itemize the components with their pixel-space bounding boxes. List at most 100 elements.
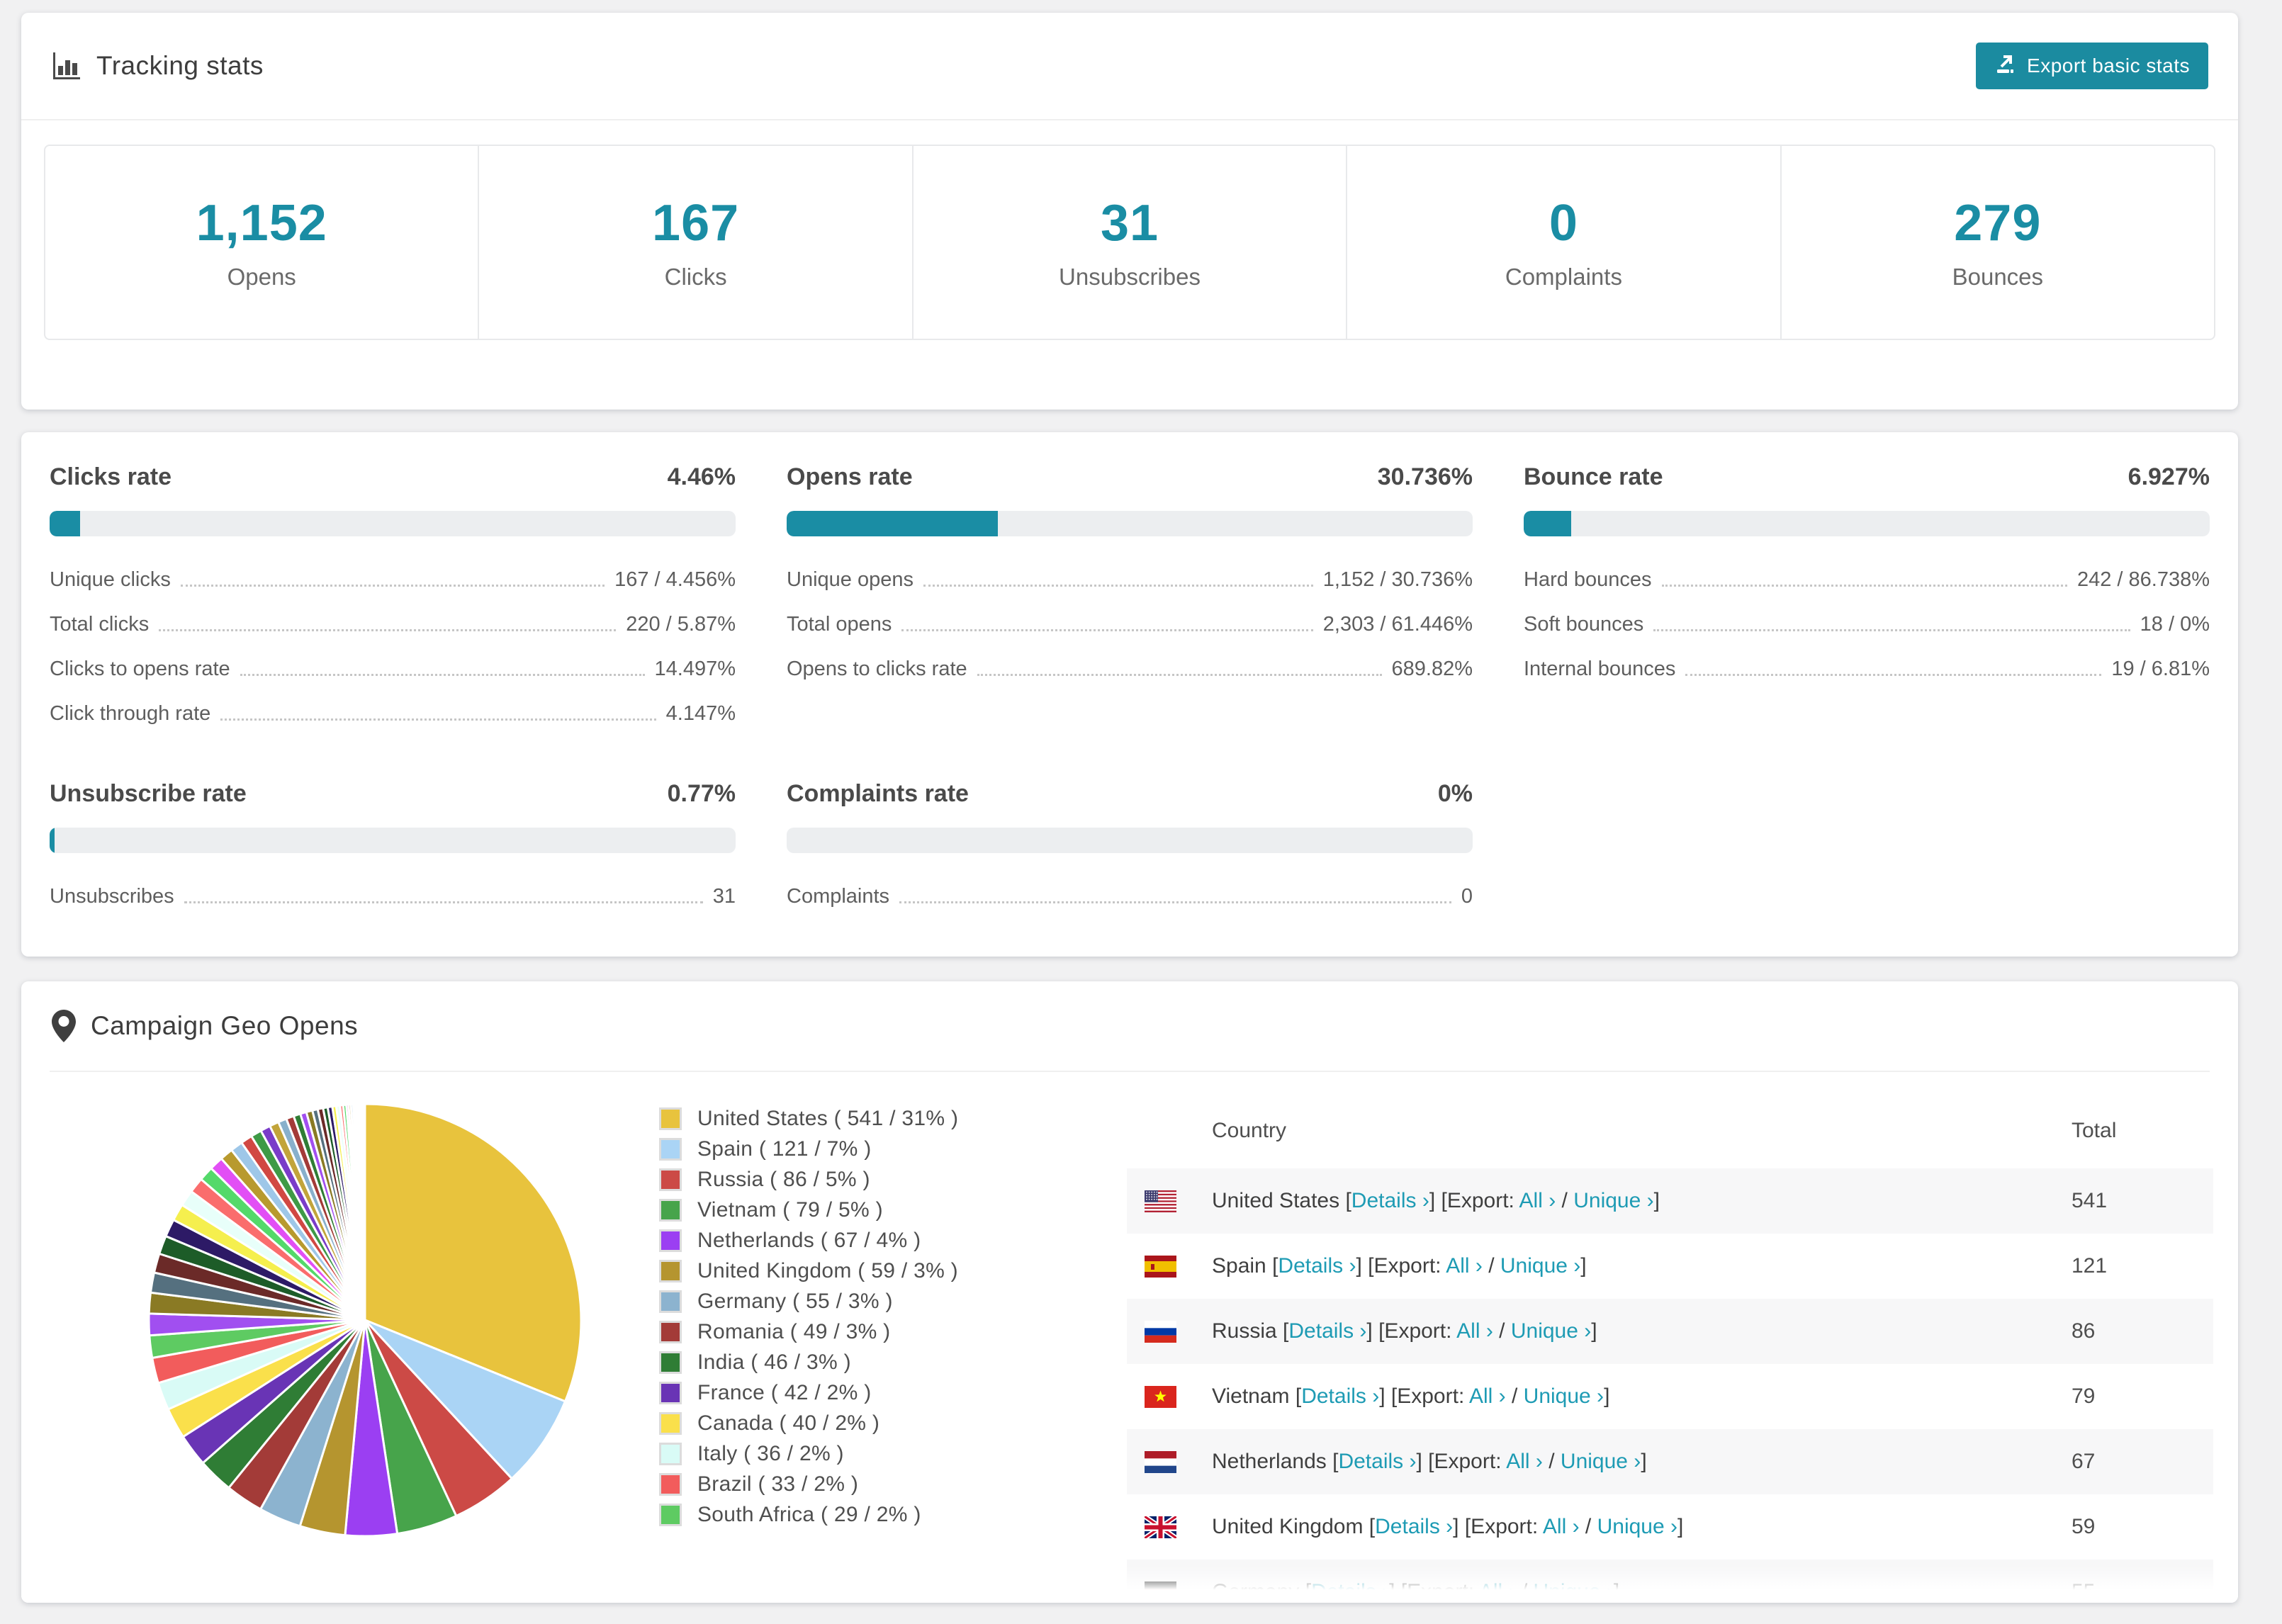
stat-value: 31 (1100, 195, 1159, 252)
us-flag (1145, 1190, 1212, 1212)
export-unique-link[interactable]: Unique › (1560, 1450, 1641, 1473)
legend-item-canada[interactable]: Canada ( 40 / 2% ) (659, 1408, 1127, 1438)
dotted-leader (1685, 674, 2102, 676)
geo-table-row-germany: Germany [Details ›] [Export: All › / Uni… (1127, 1560, 2213, 1603)
total-cell: 55 (2072, 1580, 2096, 1603)
legend-label: Brazil ( 33 / 2% ) (697, 1472, 859, 1496)
ru-flag (1145, 1320, 1212, 1343)
country-cell: United States [Details ›] [Export: All ›… (1212, 1189, 2072, 1213)
legend-label: Spain ( 121 / 7% ) (697, 1137, 872, 1161)
export-all-link[interactable]: All › (1468, 1385, 1506, 1408)
legend-swatch (659, 1381, 682, 1404)
rate-detail-row: Unique opens 1,152 / 30.736% (787, 558, 1473, 602)
export-all-link[interactable]: All › (1506, 1450, 1543, 1473)
bracket: [ (1295, 1385, 1302, 1408)
bracket: [ (1368, 1515, 1376, 1538)
legend-item-germany[interactable]: Germany ( 55 / 3% ) (659, 1286, 1127, 1316)
export-prefix: [Export: (1390, 1385, 1469, 1408)
export-unique-link[interactable]: Unique › (1500, 1254, 1581, 1278)
details-link[interactable]: Details › (1375, 1515, 1454, 1538)
details-link[interactable]: Details › (1311, 1580, 1390, 1603)
country-name: United Kingdom (1212, 1515, 1369, 1538)
geo-title-group: Campaign Geo Opens (51, 1009, 358, 1043)
rate-block-complaints-rate: Complaints rate 0% Complaints 0 (787, 780, 1473, 919)
legend-item-italy[interactable]: Italy ( 36 / 2% ) (659, 1438, 1127, 1469)
country-cell: Russia [Details ›] [Export: All › / Uniq… (1212, 1319, 2072, 1343)
total-column-header: Total (2072, 1119, 2117, 1142)
export-unique-link[interactable]: Unique › (1533, 1580, 1614, 1603)
bracket: ] (1653, 1189, 1660, 1212)
rate-detail-row: Click through rate 4.147% (50, 692, 736, 736)
legend-item-france[interactable]: France ( 42 / 2% ) (659, 1377, 1127, 1408)
bracket: [ (1283, 1319, 1289, 1343)
rate-detail-row: Unsubscribes 31 (50, 874, 736, 919)
bracket: ] (1604, 1385, 1610, 1408)
stat-value: 167 (652, 195, 740, 252)
geo-content: United States ( 541 / 31% ) Spain ( 121 /… (21, 1072, 2238, 1603)
details-link[interactable]: Details › (1278, 1254, 1356, 1278)
dotted-leader (923, 585, 1313, 587)
export-basic-stats-button[interactable]: Export basic stats (1976, 43, 2208, 89)
rate-value: 4.46% (667, 463, 736, 490)
export-all-link[interactable]: All › (1456, 1319, 1493, 1343)
bracket: ] (1416, 1450, 1429, 1473)
stat-value: 279 (1954, 195, 2042, 252)
tracking-stats-card: Tracking stats Export basic stats 1,152 O… (21, 13, 2238, 410)
stat-cell-opens: 1,152 Opens (45, 146, 478, 339)
export-all-link[interactable]: All › (1519, 1189, 1556, 1212)
detail-value: 167 / 4.456% (614, 568, 736, 591)
legend-item-united-states[interactable]: United States ( 541 / 31% ) (659, 1103, 1127, 1134)
export-unique-link[interactable]: Unique › (1510, 1319, 1592, 1343)
details-link[interactable]: Details › (1301, 1385, 1380, 1408)
detail-label: Internal bounces (1524, 658, 1676, 680)
legend-item-brazil[interactable]: Brazil ( 33 / 2% ) (659, 1469, 1127, 1499)
country-name: Spain (1212, 1254, 1273, 1278)
rate-value: 30.736% (1377, 463, 1473, 490)
detail-value: 18 / 0% (2140, 613, 2210, 636)
legend-swatch (659, 1442, 682, 1465)
legend-item-vietnam[interactable]: Vietnam ( 79 / 5% ) (659, 1195, 1127, 1225)
details-link[interactable]: Details › (1288, 1319, 1367, 1343)
legend-label: Netherlands ( 67 / 4% ) (697, 1228, 921, 1252)
export-unique-link[interactable]: Unique › (1597, 1515, 1677, 1538)
dotted-leader (180, 585, 605, 587)
bracket: ] (1356, 1254, 1368, 1278)
legend-item-romania[interactable]: Romania ( 49 / 3% ) (659, 1316, 1127, 1347)
rate-detail-row: Total opens 2,303 / 61.446% (787, 602, 1473, 647)
dotted-leader (240, 674, 645, 676)
legend-item-united-kingdom[interactable]: United Kingdom ( 59 / 3% ) (659, 1256, 1127, 1286)
de-flag (1145, 1581, 1212, 1603)
legend-item-spain[interactable]: Spain ( 121 / 7% ) (659, 1134, 1127, 1164)
legend-item-india[interactable]: India ( 46 / 3% ) (659, 1347, 1127, 1377)
dotted-leader (1661, 585, 2067, 587)
slash: / (1493, 1319, 1511, 1343)
bracket: [ (1332, 1450, 1339, 1473)
bracket: [ (1272, 1254, 1278, 1278)
stat-cell-complaints: 0 Complaints (1346, 146, 1780, 339)
detail-label: Unique opens (787, 568, 914, 591)
legend-swatch (659, 1168, 682, 1191)
details-link[interactable]: Details › (1351, 1189, 1429, 1212)
legend-label: Italy ( 36 / 2% ) (697, 1441, 844, 1465)
legend-swatch (659, 1320, 682, 1343)
legend-item-russia[interactable]: Russia ( 86 / 5% ) (659, 1164, 1127, 1195)
dotted-leader (1653, 629, 2130, 631)
stat-label: Opens (227, 264, 296, 290)
country-cell: Netherlands [Details ›] [Export: All › /… (1212, 1450, 2072, 1474)
export-unique-link[interactable]: Unique › (1523, 1385, 1604, 1408)
rate-progress-bar (787, 828, 1473, 853)
geo-divider (50, 1071, 2210, 1072)
export-all-link[interactable]: All › (1542, 1515, 1580, 1538)
export-unique-link[interactable]: Unique › (1573, 1189, 1654, 1212)
legend-item-netherlands[interactable]: Netherlands ( 67 / 4% ) (659, 1225, 1127, 1256)
rate-title: Clicks rate (50, 463, 172, 490)
details-link[interactable]: Details › (1338, 1450, 1417, 1473)
export-all-link[interactable]: All › (1446, 1254, 1483, 1278)
export-all-link[interactable]: All › (1478, 1580, 1516, 1603)
slash: / (1505, 1385, 1524, 1408)
slash: / (1515, 1580, 1534, 1603)
legend-item-south-africa[interactable]: South Africa ( 29 / 2% ) (659, 1499, 1127, 1530)
rate-title: Bounce rate (1524, 463, 1663, 490)
rate-progress-bar (1524, 511, 2210, 536)
stat-cell-clicks: 167 Clicks (478, 146, 911, 339)
